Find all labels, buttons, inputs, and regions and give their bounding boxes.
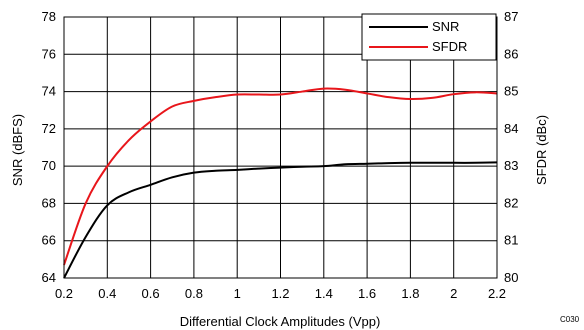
y-tick-label-left: 64 — [42, 270, 56, 285]
legend-box — [361, 13, 497, 61]
series-layer — [63, 87, 498, 279]
y-tick-label-right: 84 — [504, 121, 518, 136]
y-tick-label-left: 72 — [42, 121, 56, 136]
x-axis-title: Differential Clock Amplitudes (Vpp) — [180, 314, 381, 329]
grid — [64, 17, 497, 278]
figure-code: C030 — [560, 315, 580, 324]
y-tick-labels-right: 80 81 82 83 84 85 86 87 — [504, 9, 518, 285]
series-line-sfdr — [63, 87, 498, 266]
x-tick-label: 1.6 — [358, 286, 376, 301]
x-tick-label: 1.4 — [315, 286, 333, 301]
x-tick-label: 0.4 — [98, 286, 116, 301]
y-tick-label-left: 74 — [42, 84, 56, 99]
x-tick-label: 1.8 — [401, 286, 419, 301]
x-tick-label: 0.2 — [55, 286, 73, 301]
y-axis-title-right: SFDR (dBc) — [534, 115, 549, 185]
x-tick-label: 2 — [450, 286, 457, 301]
y-tick-label-right: 86 — [504, 46, 518, 61]
y-tick-label-right: 85 — [504, 84, 518, 99]
x-tick-label: 2.2 — [488, 286, 506, 301]
y-tick-label-right: 83 — [504, 158, 518, 173]
x-tick-label: 0.8 — [185, 286, 203, 301]
y-tick-labels-left: 64 66 68 70 72 74 76 78 — [42, 9, 56, 285]
y-tick-label-left: 70 — [42, 158, 56, 173]
x-tick-label: 1.2 — [271, 286, 289, 301]
y-tick-label-left: 68 — [42, 195, 56, 210]
y-axis-title-left: SNR (dBFS) — [10, 114, 25, 186]
y-tick-label-left: 76 — [42, 46, 56, 61]
legend: SNR SFDR — [361, 13, 497, 61]
y-tick-label-left: 78 — [42, 9, 56, 24]
plot-frame — [63, 16, 498, 279]
y-tick-label-left: 66 — [42, 233, 56, 248]
legend-label-sfdr: SFDR — [432, 39, 467, 54]
y-tick-label-right: 82 — [504, 195, 518, 210]
x-tick-labels: 0.2 0.4 0.6 0.8 1 1.2 1.4 1.6 1.8 2 2.2 — [55, 286, 506, 301]
legend-label-snr: SNR — [432, 19, 459, 34]
x-tick-label: 0.6 — [142, 286, 160, 301]
y-tick-label-right: 87 — [504, 9, 518, 24]
y-tick-label-right: 80 — [504, 270, 518, 285]
y-tick-label-right: 81 — [504, 233, 518, 248]
series-line-snr — [63, 161, 498, 279]
x-tick-label: 1 — [234, 286, 241, 301]
